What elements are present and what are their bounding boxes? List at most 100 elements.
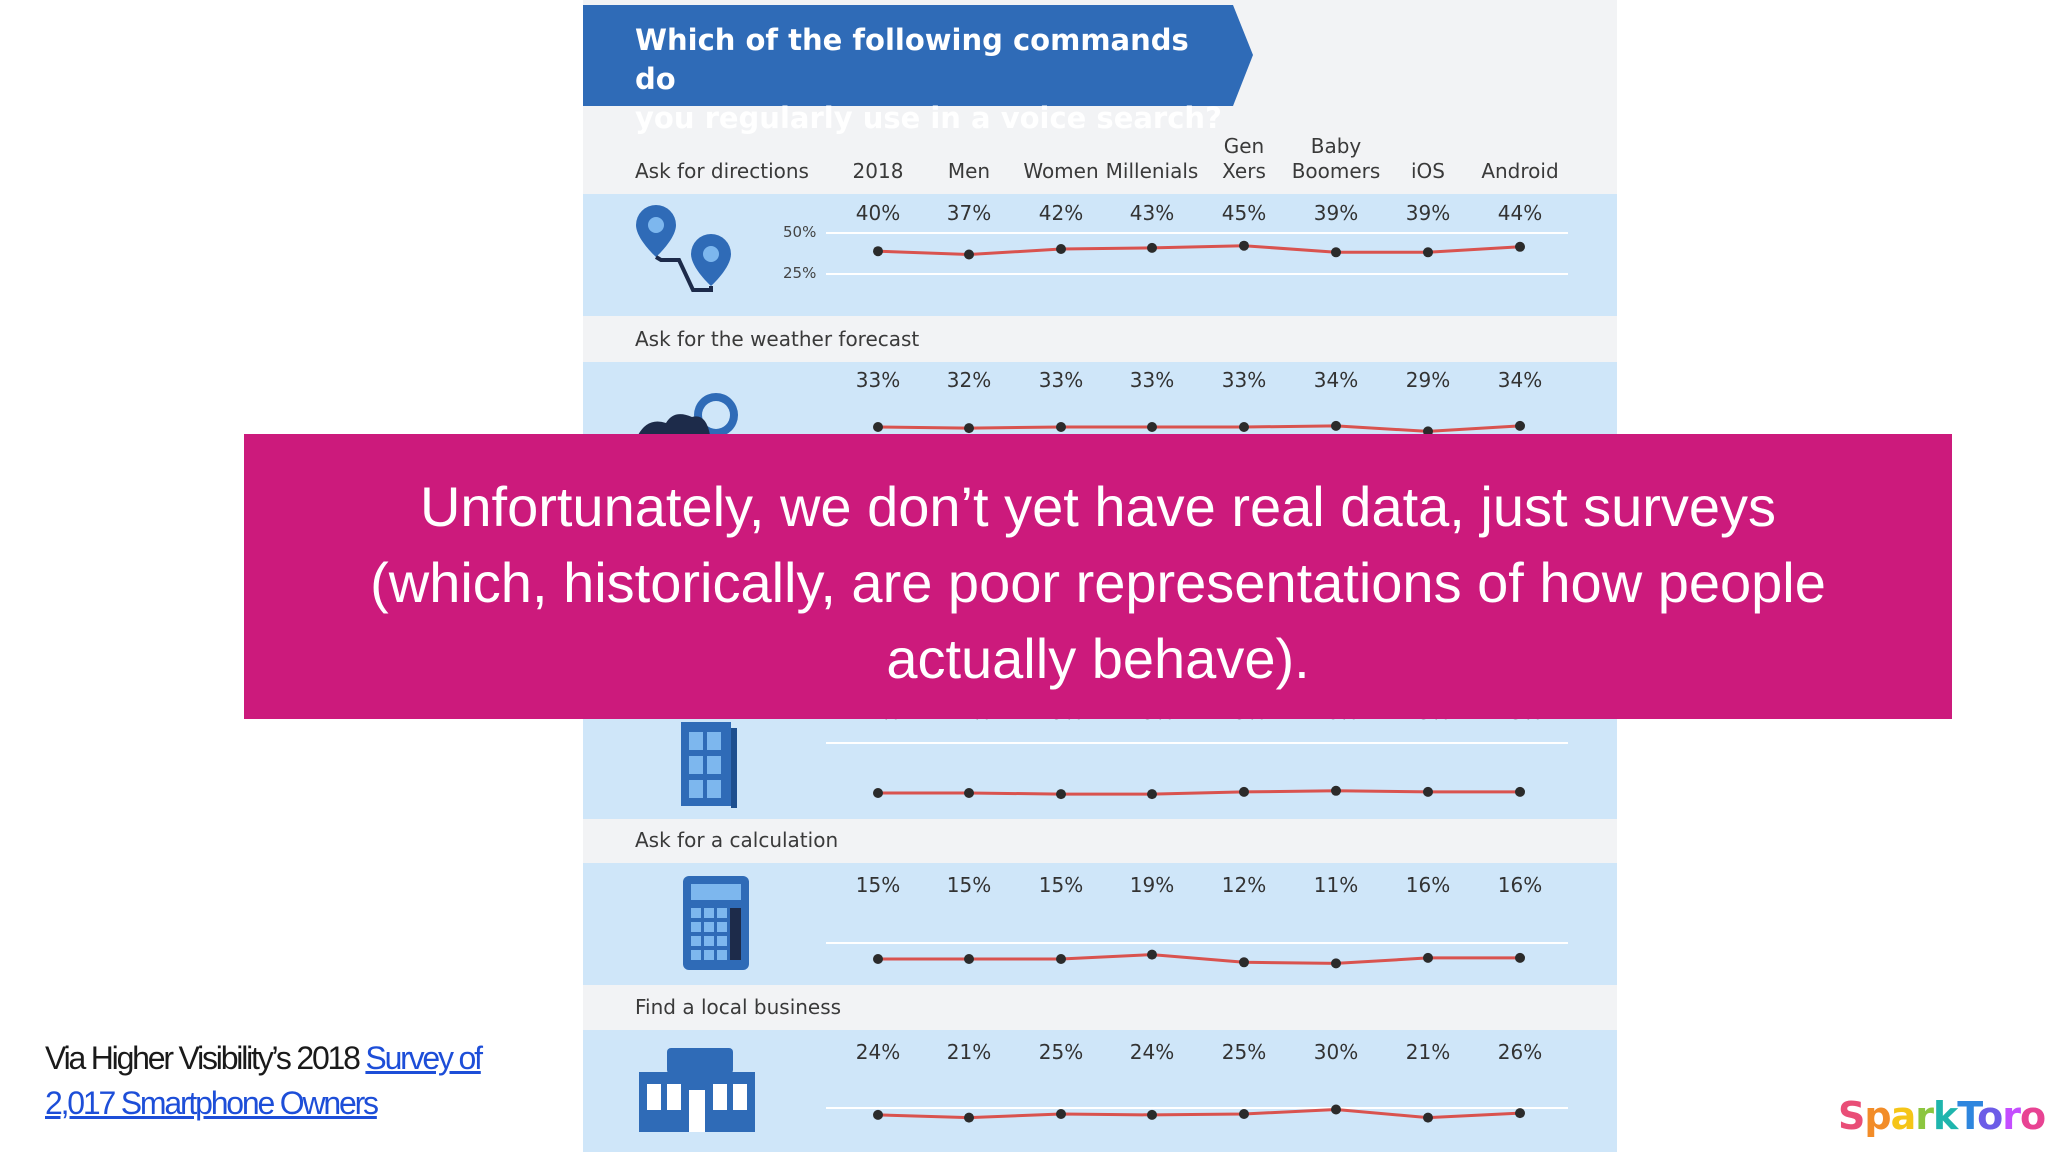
- data-point: [1515, 1108, 1525, 1119]
- logo-letter: k: [1932, 1094, 1958, 1138]
- title-banner-shape: [583, 5, 1253, 106]
- section-title-local-business: Find a local business: [635, 995, 842, 1019]
- data-point: [1239, 957, 1249, 968]
- data-point: [1056, 422, 1066, 432]
- data-label: 44%: [1497, 201, 1543, 225]
- column-header-line-1: Gen: [1223, 134, 1265, 158]
- data-label: 33%: [855, 368, 901, 392]
- data-label: 45%: [1221, 201, 1267, 225]
- calculator-icon: [683, 876, 749, 970]
- weather-icon: [638, 393, 738, 435]
- storefront-icon: [639, 1048, 755, 1132]
- data-label: 16%: [1405, 873, 1451, 897]
- data-point: [1331, 247, 1341, 258]
- reference-label: 50%: [783, 223, 817, 241]
- caption-prefix: Via Higher Visibility’s 2018: [45, 1040, 366, 1076]
- column-header: Men: [909, 134, 1029, 184]
- data-point: [964, 788, 974, 798]
- data-point: [1331, 1104, 1341, 1115]
- logo-letter: S: [1838, 1094, 1865, 1138]
- data-label: 29%: [1405, 368, 1451, 392]
- line-chart-panel: [826, 742, 1568, 800]
- data-label: 39%: [1313, 201, 1359, 225]
- data-point: [1147, 1109, 1157, 1120]
- series-line: [877, 424, 1521, 433]
- data-point: [1239, 1109, 1249, 1119]
- data-point: [1239, 240, 1249, 251]
- series-line: [877, 244, 1521, 257]
- column-header-line-2: Android: [1481, 159, 1559, 183]
- overlay-line-1: Unfortunately, we don’t yet have real da…: [419, 475, 1777, 538]
- data-label: 15%: [855, 873, 901, 897]
- data-point: [964, 954, 974, 964]
- data-label: 33%: [1129, 368, 1175, 392]
- title-line-1: Which of the following commands do: [635, 23, 1189, 96]
- data-point: [1515, 786, 1525, 797]
- band-calculation: [583, 863, 1617, 985]
- data-label: 37%: [946, 201, 992, 225]
- column-header-line-2: iOS: [1411, 159, 1445, 183]
- logo-letter: a: [1890, 1094, 1917, 1138]
- column-header: Millenials: [1092, 134, 1212, 184]
- column-header-line-2: Women: [1023, 159, 1099, 183]
- title-banner: Which of the following commands do you r…: [583, 5, 1253, 135]
- data-label: 11%: [1313, 873, 1359, 897]
- column-header-line-2: Boomers: [1291, 159, 1381, 183]
- data-label: 16%: [1497, 873, 1543, 897]
- data-point: [1515, 241, 1525, 252]
- data-point: [1423, 1112, 1433, 1123]
- survey-link-line-2[interactable]: 2,017 Smartphone Owners: [45, 1085, 379, 1121]
- data-point: [1056, 954, 1066, 964]
- logo-letter: r: [2002, 1094, 2021, 1138]
- data-label: 21%: [946, 1040, 992, 1064]
- data-point: [873, 246, 883, 257]
- line-chart-panel: [873, 420, 1525, 437]
- column-header-line-2: Men: [947, 159, 991, 183]
- data-point: [1056, 244, 1066, 254]
- data-point: [1147, 242, 1157, 253]
- logo-letter: o: [1977, 1094, 2003, 1138]
- data-point: [1147, 789, 1157, 800]
- column-header-line-2: 2018: [852, 159, 904, 183]
- data-point: [964, 1112, 974, 1123]
- data-point: [1239, 422, 1249, 432]
- column-header: Android: [1460, 134, 1580, 184]
- data-label: 21%: [1405, 1040, 1451, 1064]
- column-header: Baby Boomers: [1276, 134, 1396, 184]
- column-header: Women: [1001, 134, 1121, 184]
- band-local-business: [583, 1030, 1617, 1152]
- data-label: 25%: [1221, 1040, 1267, 1064]
- source-caption: Via Higher Visibility’s 2018 Survey of 2,…: [45, 1036, 515, 1126]
- data-point: [873, 788, 883, 798]
- data-label: 26%: [1497, 1040, 1543, 1064]
- data-point: [964, 249, 974, 260]
- data-label: 33%: [1221, 368, 1267, 392]
- data-point: [964, 423, 974, 434]
- sparktoro-logo: SparkToro: [1838, 1094, 2046, 1138]
- data-label: 39%: [1405, 201, 1451, 225]
- data-point: [1147, 949, 1157, 960]
- data-label: 42%: [1038, 201, 1084, 225]
- data-point: [1331, 420, 1341, 431]
- logo-letter: r: [1915, 1094, 1934, 1138]
- data-point: [1515, 952, 1525, 963]
- column-header: iOS: [1368, 134, 1488, 184]
- line-chart-panel: [826, 942, 1568, 969]
- band-directions: [583, 194, 1617, 316]
- logo-letter: o: [2020, 1094, 2046, 1138]
- series-line: [878, 953, 1520, 965]
- section-title-directions: Ask for directions: [635, 159, 809, 183]
- survey-link-line-1[interactable]: Survey of: [365, 1040, 483, 1076]
- data-point: [873, 1109, 883, 1120]
- data-label: 12%: [1221, 873, 1267, 897]
- data-point: [1239, 786, 1249, 797]
- reference-label: 25%: [783, 264, 817, 282]
- data-label: 34%: [1313, 368, 1359, 392]
- column-header: Gen Xers: [1184, 134, 1304, 184]
- overlay-message: Unfortunately, we don’t yet have real da…: [244, 434, 1952, 719]
- data-label: 32%: [946, 368, 992, 392]
- map-pins-icon: [636, 205, 731, 292]
- data-point: [1056, 789, 1066, 800]
- data-label: 25%: [1038, 1040, 1084, 1064]
- data-label: 15%: [946, 873, 992, 897]
